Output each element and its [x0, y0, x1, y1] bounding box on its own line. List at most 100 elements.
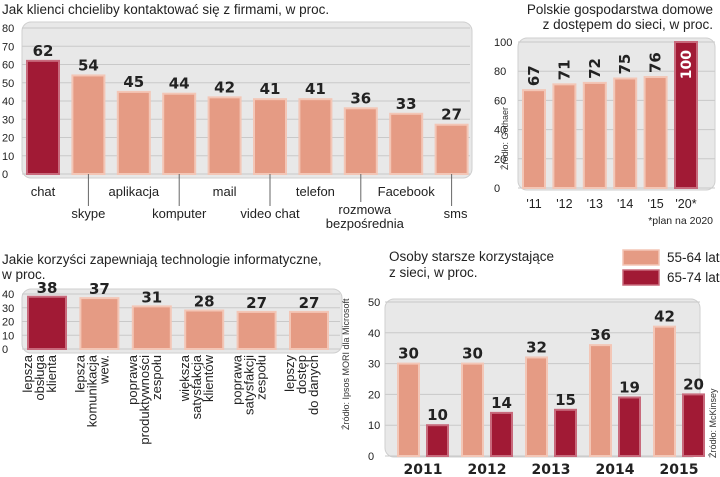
- chart1-tick-label: 20: [2, 133, 14, 145]
- chart4-bar: [589, 344, 612, 457]
- chart3-tick-label: 10: [2, 330, 14, 342]
- chart2-value-label: 67: [525, 65, 543, 86]
- chart3-category-label: dostęp: [294, 355, 309, 394]
- chart4-legend-swatch: [622, 249, 660, 266]
- chart4-value-label: 42: [654, 308, 675, 326]
- chart4-value-label: 19: [619, 378, 640, 396]
- chart2-value-label: 100: [679, 50, 695, 79]
- chart3-category-label: klienta: [44, 354, 59, 392]
- chart4-legend-label: 65-74 lat: [667, 270, 720, 285]
- chart1-category-label: skype: [71, 206, 105, 221]
- chart1-value-label: 62: [33, 42, 54, 60]
- chart2-category-label: '12: [556, 197, 572, 211]
- chart3-value-label: 37: [89, 280, 110, 298]
- chart4-tick-label: 50: [368, 297, 380, 309]
- chart4-tick-label: 40: [368, 328, 380, 340]
- chart3-category-label: do danych: [306, 355, 321, 415]
- chart2-bar: [522, 89, 546, 189]
- chart1-value-label: 41: [305, 80, 326, 98]
- chart2-bar: [582, 81, 607, 189]
- chart4-value-label: 30: [398, 345, 419, 363]
- chart1-tick-label: 50: [2, 78, 14, 90]
- chart2-value-label: 76: [647, 52, 665, 73]
- chart3-value-label: 27: [246, 294, 267, 312]
- chart3-tick-label: 0: [2, 344, 8, 356]
- chart4-bar: [397, 362, 420, 458]
- chart1-bar: [389, 112, 424, 175]
- chart1-category-label: Facebook: [378, 184, 436, 199]
- chart2-tick-label: 60: [494, 95, 506, 107]
- chart3-tick-label: 30: [2, 303, 14, 315]
- chart3-category-label: produktywności: [137, 355, 152, 445]
- chart1-bar: [298, 98, 333, 175]
- chart3-tick-label: 20: [2, 317, 14, 329]
- chart4-bar: [525, 356, 548, 457]
- chart4-bar: [490, 411, 513, 458]
- chart1-bar: [253, 98, 287, 175]
- chart4-category-label: 2015: [660, 462, 699, 477]
- chart3-category-label: obsługa: [32, 354, 47, 400]
- chart1-category-label: telefon: [296, 184, 335, 199]
- chart2-bar: [613, 77, 638, 189]
- chart3-value-label: 31: [141, 288, 162, 306]
- chart1-bar: [71, 74, 106, 175]
- chart1-tick-label: 60: [2, 60, 14, 72]
- chart2-title: z dostępem do sieci, w proc.: [543, 17, 713, 32]
- chart4-bar: [426, 424, 449, 458]
- chart1-category-label: chat: [31, 184, 56, 199]
- chart1-value-label: 27: [441, 106, 462, 124]
- chart4-source: Źródło: McKinsey: [708, 388, 718, 458]
- chart4-value-label: 10: [427, 406, 448, 424]
- chart1-category-label: aplikacja: [109, 184, 160, 199]
- chart4-category-label: 2012: [468, 462, 507, 477]
- chart4-bar: [682, 393, 705, 457]
- chart4-tick-label: 10: [368, 420, 380, 432]
- chart1-bar: [26, 59, 60, 175]
- chart2-category-label: '20*: [675, 197, 696, 211]
- chart1-value-label: 44: [169, 75, 190, 93]
- chart1-tick-label: 40: [2, 96, 14, 108]
- chart4-value-label: 15: [555, 391, 576, 409]
- chart2-category-label: '14: [617, 197, 633, 211]
- chart4-title: z sieci, w proc.: [389, 265, 478, 280]
- chart4-category-label: 2011: [404, 462, 443, 477]
- chart3-category-label: zespołu: [254, 355, 269, 400]
- chart1-category-label: video chat: [240, 206, 300, 221]
- chart1-value-label: 54: [78, 56, 99, 74]
- chart3-bar: [27, 295, 67, 350]
- chart1-category-label: komputer: [152, 206, 207, 221]
- chart1-title: Jak klienci chcieliby kontaktować się z …: [2, 2, 329, 17]
- chart4-title: Osoby starsze korzystające: [389, 249, 554, 264]
- chart1-tick-label: 70: [2, 41, 14, 53]
- chart3-value-label: 38: [37, 279, 58, 297]
- chart4-value-label: 30: [462, 345, 483, 363]
- chart1-tick-label: 0: [2, 169, 8, 181]
- chart1-value-label: 33: [396, 95, 417, 113]
- chart4-bar: [653, 325, 676, 458]
- chart1-tick-label: 10: [2, 151, 14, 163]
- chart2-value-label: 75: [616, 54, 634, 75]
- chart3-tick-label: 40: [2, 289, 14, 301]
- chart1-category-label: sms: [444, 206, 468, 221]
- chart1-bar: [343, 107, 378, 175]
- chart2-bar: [552, 83, 577, 189]
- chart3-bar: [236, 310, 277, 350]
- chart2-bar: [674, 41, 698, 189]
- chart3-category-label: większa: [177, 354, 192, 402]
- chart1-value-label: 42: [214, 78, 235, 96]
- chart3-bar: [79, 297, 120, 350]
- chart1-value-label: 36: [350, 89, 371, 107]
- chart4-tick-label: 30: [368, 359, 380, 371]
- chart2-bar: [643, 76, 668, 189]
- chart3-category-label: satysfakcja: [189, 354, 204, 419]
- chart1-value-label: 45: [123, 73, 144, 91]
- chart2-category-label: '13: [587, 197, 603, 211]
- chart4-bar: [618, 396, 641, 458]
- chart3-source: Źródło: Ipsos MORI dla Microsoft: [341, 298, 351, 430]
- chart3-category-label: lepsza: [20, 354, 35, 392]
- chart3-category-label: poprawa: [230, 354, 245, 405]
- chart1-category-label: bezpośrednia: [326, 216, 405, 231]
- chart3-category-label: zespołu: [149, 355, 164, 400]
- chart4-value-label: 32: [526, 338, 547, 356]
